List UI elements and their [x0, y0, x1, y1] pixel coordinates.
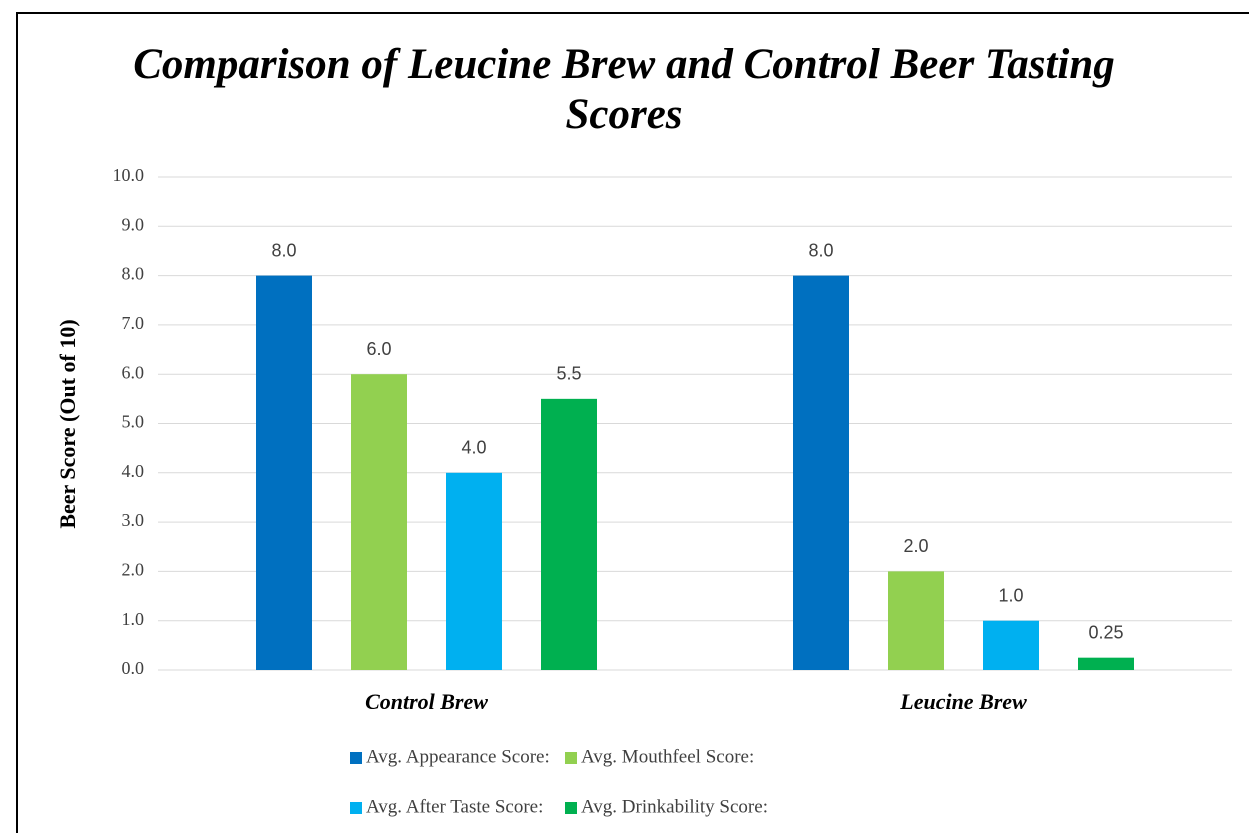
y-tick-label: 6.0 [122, 362, 145, 382]
y-axis-label: Beer Score (Out of 10) [55, 319, 80, 528]
legend-label: Avg. After Taste Score: [366, 796, 543, 817]
y-tick-label: 4.0 [122, 461, 145, 481]
x-tick-label: Control Brew [365, 689, 488, 714]
y-tick-label: 9.0 [122, 214, 145, 234]
frame [16, 12, 1249, 833]
legend-swatch [350, 802, 362, 814]
legend-label: Avg. Drinkability Score: [581, 796, 768, 817]
y-tick-label: 2.0 [122, 560, 145, 580]
legend-swatch [350, 752, 362, 764]
data-label: 0.25 [1088, 622, 1123, 642]
data-label: 1.0 [998, 585, 1023, 605]
chart-title: Comparison of Leucine Brew and Control B… [133, 41, 1115, 138]
bar [888, 571, 944, 670]
bar [793, 275, 849, 670]
y-tick-label: 8.0 [122, 264, 145, 284]
y-tick-label: 0.0 [122, 658, 145, 678]
bar [1078, 657, 1134, 670]
bar [983, 620, 1039, 670]
data-label: 4.0 [461, 438, 486, 458]
bar [256, 275, 312, 670]
y-tick-label: 5.0 [122, 412, 145, 432]
data-label: 2.0 [903, 536, 928, 556]
bar [541, 398, 597, 670]
bar [351, 374, 407, 670]
data-label: 8.0 [271, 240, 296, 260]
x-tick-label: Leucine Brew [899, 689, 1027, 714]
y-tick-label: 7.0 [122, 313, 145, 333]
data-label: 6.0 [366, 339, 391, 359]
legend-label: Avg. Mouthfeel Score: [581, 746, 754, 767]
legend-swatch [565, 802, 577, 814]
y-tick-label: 10.0 [113, 165, 145, 185]
bar [446, 472, 502, 670]
data-label: 8.0 [808, 240, 833, 260]
y-tick-label: 1.0 [122, 609, 145, 629]
y-tick-label: 3.0 [122, 510, 145, 530]
legend-swatch [565, 752, 577, 764]
legend-label: Avg. Appearance Score: [366, 746, 550, 767]
data-label: 5.5 [556, 364, 581, 384]
